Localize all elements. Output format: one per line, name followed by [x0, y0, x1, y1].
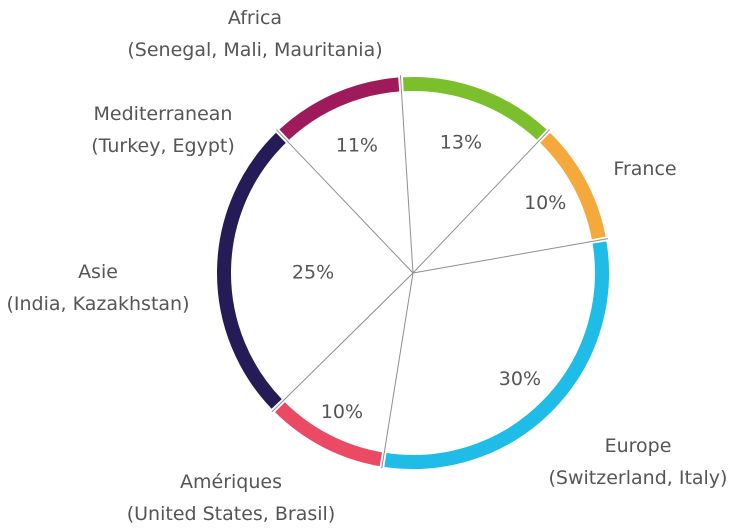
slice-divider-4 — [399, 75, 414, 274]
slice-divider-3 — [276, 129, 414, 274]
category-sublabel-mediterranean: (Turkey, Egypt) — [91, 135, 235, 157]
value-label-mediterranean: 13% — [440, 131, 482, 153]
slice-divider-5 — [412, 129, 550, 274]
slice-france — [384, 241, 609, 469]
slice-africa — [540, 132, 606, 240]
value-label-asie: 11% — [336, 135, 378, 157]
category-sublabel-europe: (Switzerland, Italy) — [549, 467, 728, 489]
value-label-africa: 10% — [524, 192, 566, 214]
category-sublabel-asie: (India, Kazakhstan) — [7, 293, 190, 315]
value-label-france: 30% — [499, 368, 541, 390]
rim-layer — [217, 77, 609, 469]
category-name-asie: Asie — [78, 261, 118, 283]
category-label-asie: Asie (India, Kazakhstan) — [7, 261, 190, 315]
category-label-ameriques: Amériques (United States, Brasil) — [127, 471, 336, 525]
category-name-africa: Africa — [228, 7, 282, 29]
slice-divider-2 — [271, 272, 414, 413]
category-sublabel-ameriques: (United States, Brasil) — [127, 503, 336, 525]
category-label-mediterranean: Mediterranean (Turkey, Egypt) — [91, 103, 235, 157]
category-name-mediterranean: Mediterranean — [94, 103, 233, 125]
slice-divider-0 — [412, 238, 609, 274]
slice-ameriques — [217, 132, 286, 409]
category-sublabel-africa: (Senegal, Mali, Mauritania) — [127, 39, 382, 61]
value-label-europe: 10% — [321, 401, 363, 423]
category-name-france: France — [613, 158, 676, 180]
value-label-ameriques: 25% — [292, 261, 334, 283]
slice-divider-1 — [381, 272, 414, 469]
category-label-france: France — [613, 158, 676, 180]
slice-europe — [275, 402, 383, 467]
category-label-africa: Africa (Senegal, Mali, Mauritania) — [127, 7, 382, 61]
slice-asie — [279, 77, 400, 140]
category-label-europe: Europe (Switzerland, Italy) — [549, 435, 728, 489]
slice-mediterranean — [402, 77, 547, 140]
category-name-europe: Europe — [605, 435, 672, 457]
divider-layer — [271, 75, 609, 469]
category-name-ameriques: Amériques — [180, 471, 282, 493]
label-layer: 30% France 10% Europe (Switzerland, Italy) 25… — [7, 7, 728, 525]
